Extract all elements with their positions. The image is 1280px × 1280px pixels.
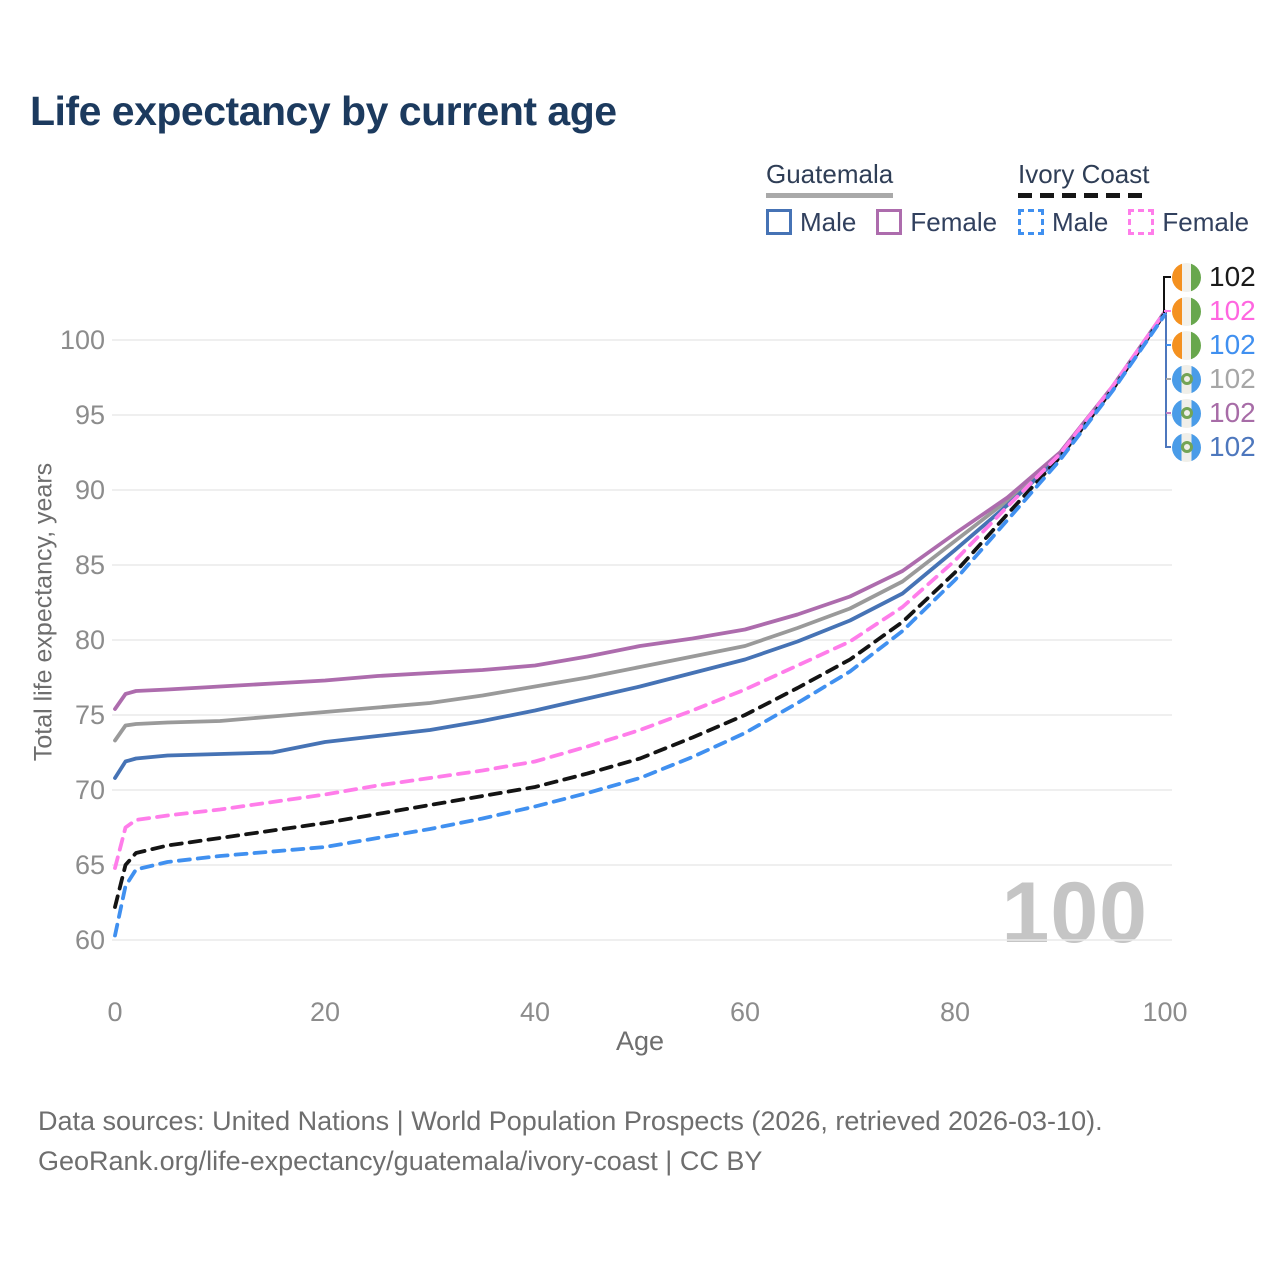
series-line-guatemala-male[interactable]	[113, 311, 1167, 780]
guatemala-flag-icon	[1172, 432, 1201, 462]
end-label-row: 102	[1172, 362, 1256, 396]
dashed-square-swatch-icon	[1018, 209, 1044, 236]
x-axis-title: Age	[615, 1026, 665, 1056]
series-line-ivory-coast-female[interactable]	[113, 309, 1167, 870]
end-value-label: 102	[1209, 261, 1256, 292]
x-tick-label: 0	[107, 997, 123, 1027]
legend-item-ivory-coast-female[interactable]: Female	[1128, 207, 1249, 238]
end-label-row: 102	[1172, 260, 1256, 294]
legend-country-label: Ivory Coast	[1018, 159, 1150, 189]
connector-line	[1165, 315, 1171, 448]
ivory-coast-flag-icon	[1172, 330, 1201, 360]
x-tick-label: 80	[939, 997, 971, 1027]
x-tick-label: 100	[1142, 997, 1188, 1027]
solid-square-swatch-icon	[766, 209, 792, 236]
ivory-coast-flag-icon	[1172, 296, 1201, 326]
end-label-row: 102	[1172, 396, 1256, 430]
legend-item-guatemala-male[interactable]: Male	[766, 207, 856, 238]
legend-item-label: Female	[910, 206, 998, 237]
end-label-row: 102	[1172, 294, 1256, 328]
legend-solid-line-swatch	[766, 192, 894, 198]
end-value-label: 102	[1209, 397, 1256, 428]
connector-line	[1163, 276, 1171, 313]
legend-header-guatemala[interactable]: Guatemala	[766, 159, 894, 198]
dashed-square-swatch-icon	[1128, 209, 1155, 236]
series-line-guatemala-all[interactable]	[113, 309, 1167, 743]
data-sources-text: Data sources: United Nations | World Pop…	[38, 1106, 1103, 1136]
attribution-text: GeoRank.org/life-expectancy/guatemala/iv…	[38, 1146, 763, 1176]
end-label-row: 102	[1172, 328, 1256, 362]
series-line-ivory-coast-male[interactable]	[113, 312, 1167, 938]
ivory-coast-flag-icon	[1172, 262, 1201, 292]
guatemala-emblem	[1180, 373, 1193, 385]
series-line-ivory-coast-all[interactable]	[113, 311, 1167, 909]
end-value-label: 102	[1209, 431, 1256, 462]
legend-item-label: Female	[1162, 206, 1250, 237]
guatemala-emblem	[1180, 441, 1193, 453]
x-tick-label: 60	[729, 997, 761, 1027]
legend-item-guatemala-female[interactable]: Female	[876, 207, 997, 238]
solid-square-swatch-icon	[876, 209, 903, 236]
age-counter-watermark: 100	[1001, 865, 1148, 961]
end-label-row: 102	[1172, 430, 1256, 464]
end-value-label: 102	[1209, 329, 1256, 360]
y-tick-label: 100	[59, 325, 105, 355]
y-tick-label: 65	[74, 850, 105, 880]
y-tick-label: 90	[74, 475, 105, 505]
y-tick-label: 95	[74, 400, 105, 430]
legend-group-ivory-coast: Ivory Coast Male Female	[1018, 159, 1249, 238]
legend-group-guatemala: Guatemala Male Female	[766, 159, 997, 238]
legend-header-ivory-coast[interactable]: Ivory Coast	[1018, 159, 1150, 198]
legend-item-label: Male	[1052, 206, 1109, 237]
end-value-label: 102	[1209, 363, 1256, 394]
legend-dashed-line-swatch	[1018, 192, 1150, 198]
page-title: Life expectancy by current age	[30, 88, 617, 134]
y-tick-label: 60	[74, 925, 105, 955]
legend-item-ivory-coast-male[interactable]: Male	[1018, 207, 1108, 238]
guatemala-flag-icon	[1172, 364, 1201, 394]
legend-country-label: Guatemala	[766, 159, 894, 189]
legend-item-label: Male	[800, 206, 857, 237]
x-tick-label: 40	[519, 997, 551, 1027]
end-value-label: 102	[1209, 295, 1256, 326]
y-tick-label: 75	[74, 700, 105, 730]
guatemala-flag-icon	[1172, 398, 1201, 428]
y-tick-label: 85	[74, 550, 105, 580]
y-tick-label: 80	[74, 625, 105, 655]
y-tick-label: 70	[74, 775, 105, 805]
x-tick-label: 20	[309, 997, 341, 1027]
guatemala-emblem	[1180, 407, 1193, 419]
series-line-guatemala-female[interactable]	[113, 309, 1167, 711]
